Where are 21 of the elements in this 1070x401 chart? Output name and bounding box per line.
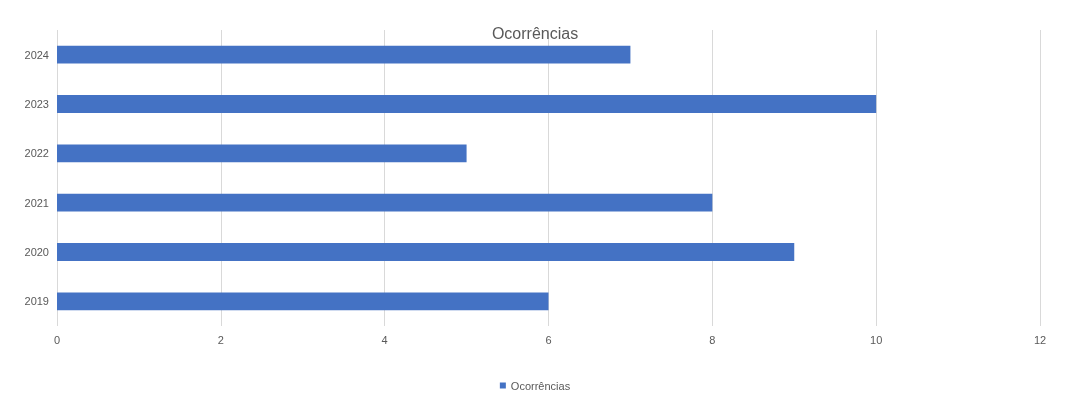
y-tick-label: 2021	[24, 196, 49, 209]
bar	[57, 45, 631, 64]
y-tick-label: 2019	[24, 295, 49, 308]
x-tick-label: 4	[381, 333, 388, 346]
x-tick-label: 10	[870, 333, 883, 346]
x-tick-label: 6	[545, 333, 552, 346]
bar	[57, 144, 467, 163]
y-tick-label: 2024	[24, 48, 49, 61]
bar	[57, 193, 713, 212]
y-tick-label: 2023	[24, 98, 49, 110]
x-tick-label: 2	[217, 333, 224, 346]
chart-title: Ocorrências	[491, 24, 579, 42]
x-tick-label: 0	[53, 333, 61, 346]
y-tick-label: 2022	[24, 147, 49, 160]
x-tick-label: 8	[709, 333, 716, 346]
bar	[57, 95, 877, 113]
bar	[57, 243, 795, 261]
bar	[57, 292, 549, 311]
legend-label: Ocorrências	[510, 379, 571, 392]
x-tick-label: 12	[1033, 333, 1047, 346]
y-tick-label: 2020	[24, 246, 49, 258]
